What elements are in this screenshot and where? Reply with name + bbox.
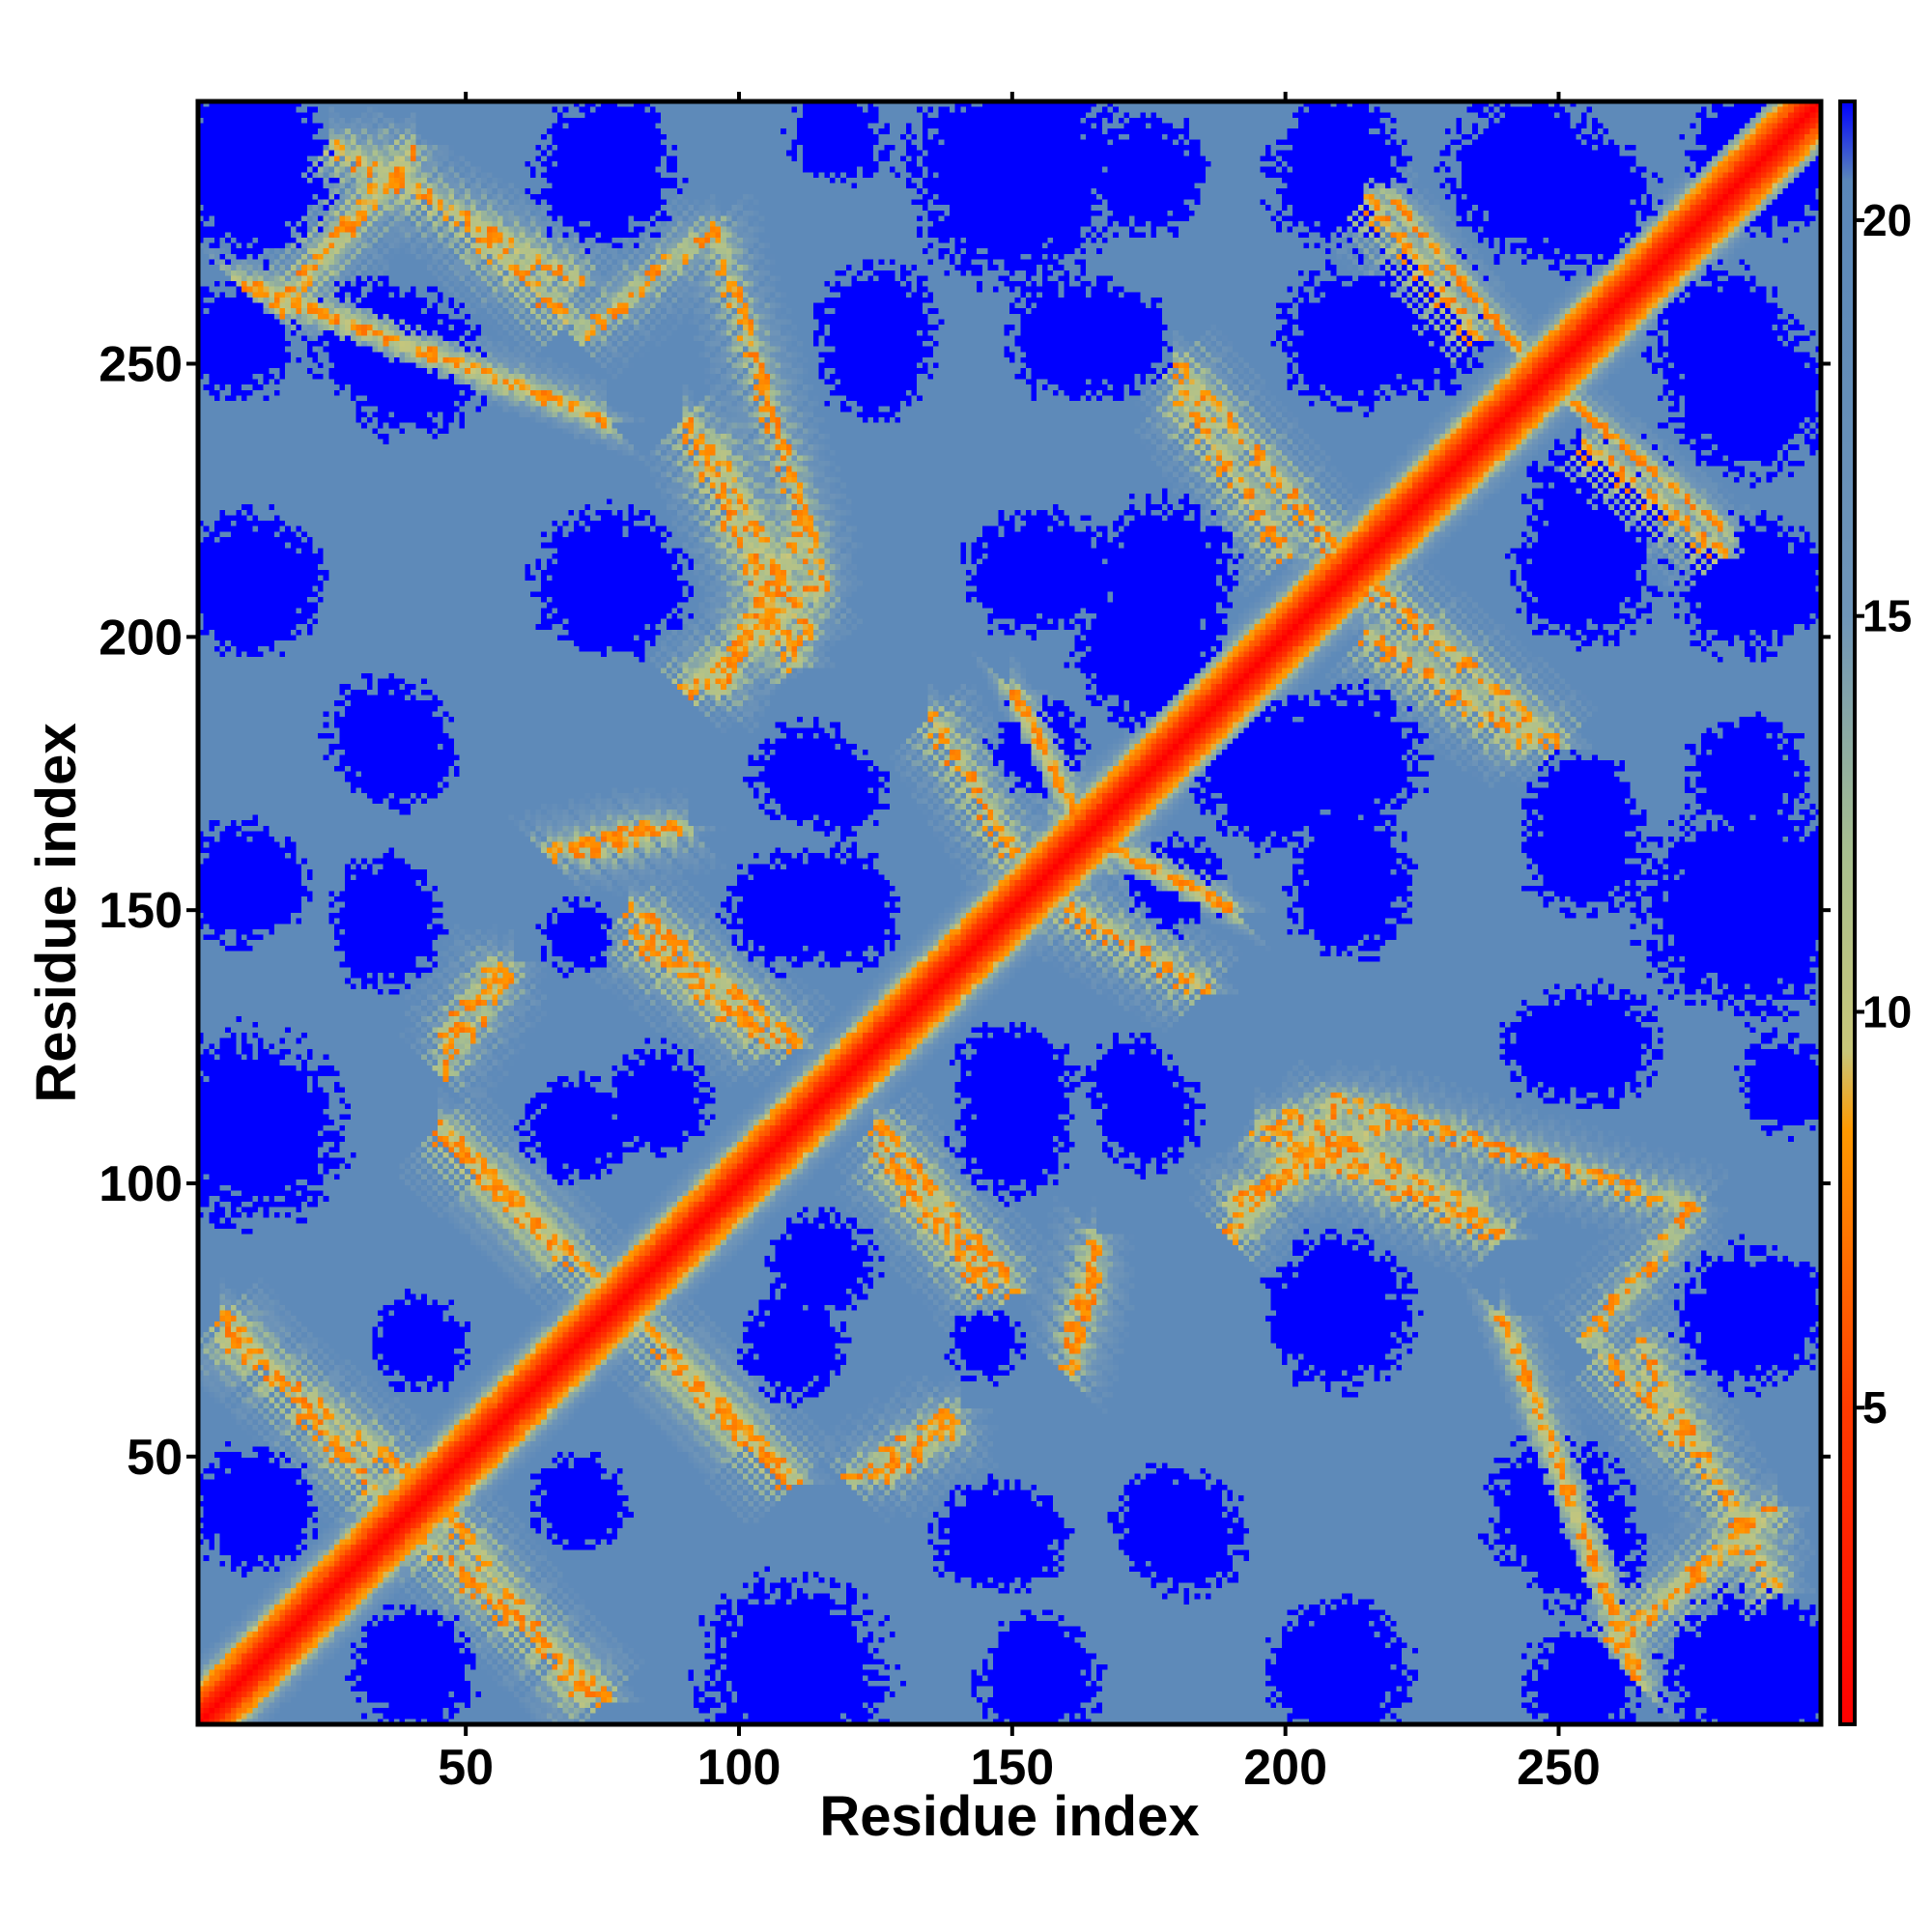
- plot-frame: [195, 99, 1824, 1727]
- x-axis: 50 100 150 200 250: [438, 92, 1601, 1796]
- colorbar-label-15: 15: [1862, 591, 1912, 641]
- y-tick-label-200: 200: [99, 610, 183, 666]
- colorbar-label-10: 10: [1862, 986, 1912, 1037]
- x-tick-label-150: 150: [970, 1740, 1054, 1796]
- x-tick-label-200: 200: [1243, 1740, 1327, 1796]
- y-axis-title: Residue index: [25, 723, 88, 1102]
- heatmap-layer: [198, 101, 1821, 1724]
- y-tick-label-250: 250: [99, 337, 183, 393]
- colorbar-label-5: 5: [1862, 1382, 1888, 1433]
- y-axis: 50 100 150 200 250: [99, 337, 1831, 1486]
- x-tick-label-250: 250: [1517, 1740, 1601, 1796]
- colorbar-label-20: 20: [1862, 195, 1912, 245]
- colorbar: 5 10 15 20: [1838, 99, 1912, 1726]
- y-tick-label-150: 150: [99, 883, 183, 939]
- x-tick-label-100: 100: [697, 1740, 781, 1796]
- y-tick-label-100: 100: [99, 1156, 183, 1212]
- heatmap-image: [198, 101, 1821, 1724]
- colorbar-fill: [1840, 101, 1855, 1724]
- y-tick-label-50: 50: [127, 1430, 183, 1486]
- x-axis-title: Residue index: [819, 1785, 1199, 1848]
- colorbar-frame: [1838, 99, 1857, 1726]
- x-tick-label-50: 50: [438, 1740, 494, 1796]
